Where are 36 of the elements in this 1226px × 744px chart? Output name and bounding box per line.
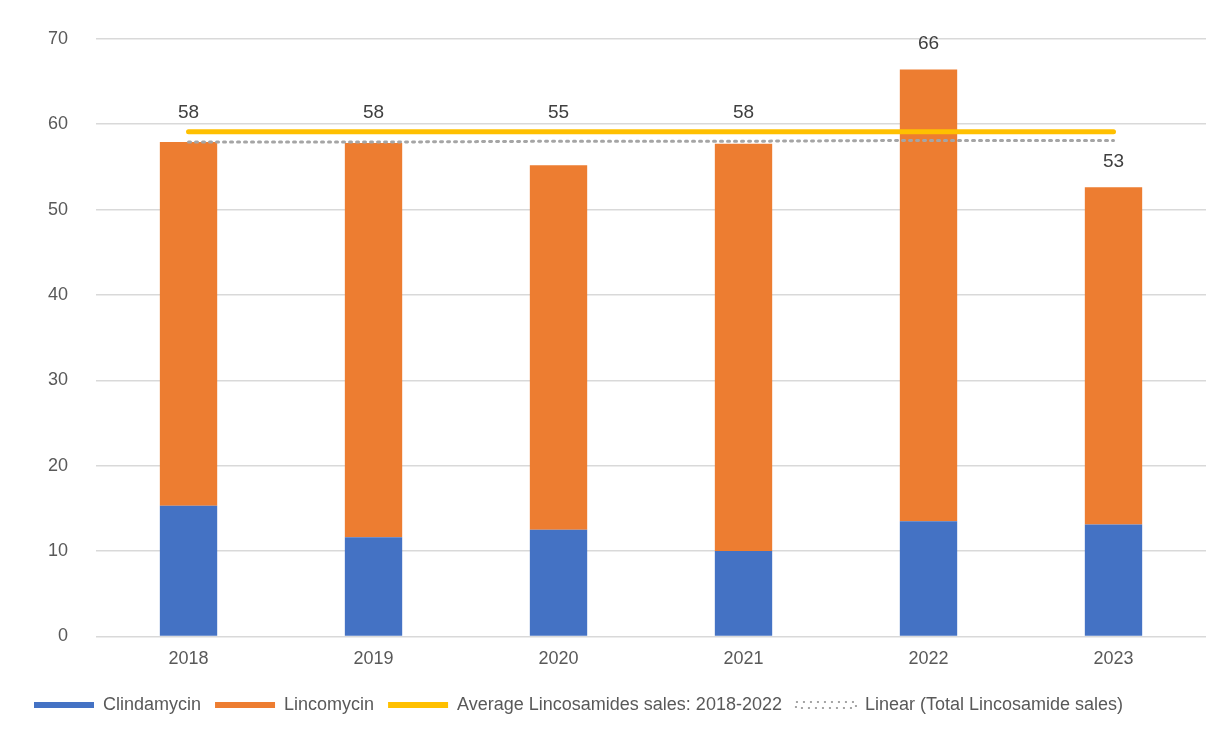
x-tick-label: 2022 (908, 648, 949, 669)
bar (159, 505, 218, 636)
bar (159, 142, 218, 506)
bar (714, 143, 773, 552)
bar (344, 537, 403, 636)
legend-label: Clindamycin (103, 693, 202, 714)
total-label: 66 (917, 32, 940, 54)
bar (344, 142, 403, 538)
y-tick-label: 40 (47, 283, 69, 304)
y-tick-label: 30 (47, 369, 69, 390)
x-tick-label: 2019 (353, 648, 394, 669)
y-tick-label: 70 (47, 27, 69, 48)
x-tick-label: 2020 (538, 648, 579, 669)
total-label: 55 (547, 100, 570, 122)
x-tick-label: 2021 (723, 648, 764, 669)
x-tick-label: 2018 (168, 648, 209, 669)
bar (899, 521, 958, 636)
bar (714, 551, 773, 636)
total-label: 58 (177, 100, 200, 122)
bar (899, 69, 958, 522)
total-label: 58 (362, 100, 385, 122)
bar (529, 165, 588, 530)
bar (1084, 524, 1143, 636)
y-tick-label: 50 (47, 198, 69, 219)
y-tick-label: 10 (47, 540, 69, 560)
y-tick-label: 60 (47, 113, 69, 134)
bar (1084, 187, 1143, 525)
total-label: 53 (1102, 150, 1125, 172)
y-tick-label: 0 (58, 625, 69, 646)
x-tick-label: 2023 (1093, 648, 1134, 669)
bar (529, 529, 588, 636)
y-tick-label: 20 (47, 454, 69, 475)
legend-label: Lincomycin (284, 693, 375, 714)
total-label: 58 (732, 100, 755, 122)
legend-label: Average Lincosamides sales: 2018-2022 (457, 693, 782, 714)
legend-label: Linear (Total Lincosamide sales) (864, 693, 1124, 714)
